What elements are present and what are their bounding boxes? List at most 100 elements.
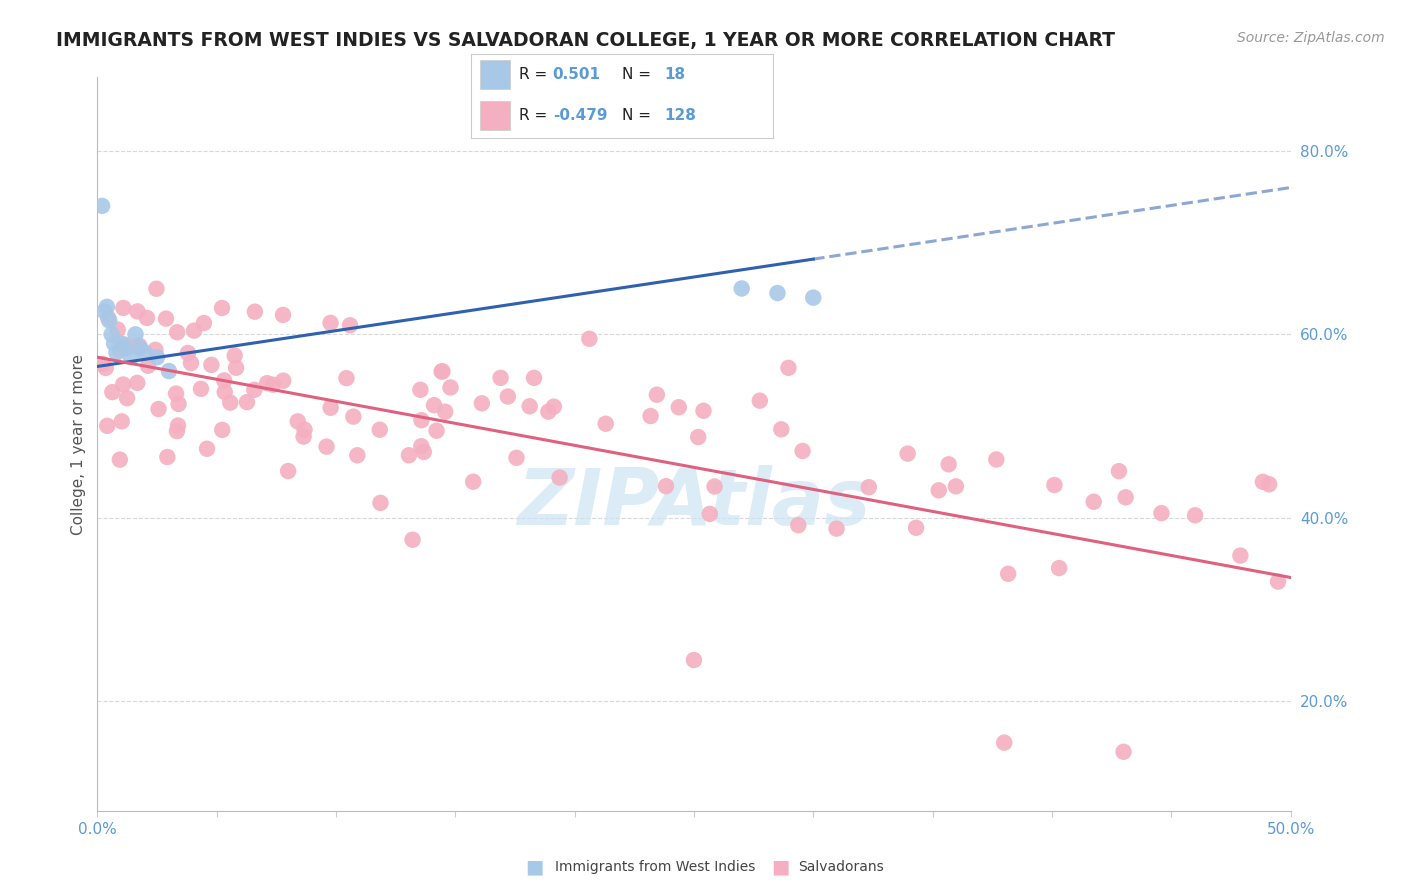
Point [439, 380, 461, 394]
Point [145, 343, 167, 357]
Point [108, 343, 131, 358]
Point [136, 359, 159, 373]
Point [136, 310, 159, 325]
Point [262, 377, 284, 392]
Text: Salvadorans: Salvadorans [799, 860, 884, 874]
Point [294, 423, 316, 437]
Point [225, 360, 247, 375]
Point [463, 475, 485, 489]
Point [156, 450, 179, 464]
Text: R =: R = [519, 108, 553, 123]
Text: N =: N = [623, 108, 657, 123]
Point [100, 327, 122, 342]
Point [519, 399, 541, 413]
Text: 0.501: 0.501 [553, 67, 600, 82]
Point [655, 479, 678, 493]
Point [1150, 506, 1173, 520]
Point [825, 522, 848, 536]
Point [1184, 508, 1206, 523]
Point [243, 383, 266, 397]
Text: ■: ■ [770, 857, 790, 877]
Point [945, 479, 967, 493]
Point [96, 418, 118, 433]
Text: ZIPAtlas: ZIPAtlas [517, 465, 870, 541]
Point [496, 390, 519, 404]
Point [748, 393, 770, 408]
Point [770, 422, 793, 436]
Point [1229, 549, 1251, 563]
Point [315, 440, 337, 454]
Point [115, 341, 138, 355]
Point [128, 338, 150, 352]
Point [339, 318, 361, 333]
Point [543, 400, 565, 414]
Point [94, 360, 117, 375]
Point [412, 445, 434, 459]
Point [107, 322, 129, 336]
Point [595, 417, 617, 431]
Point [858, 480, 880, 494]
Bar [479, 101, 510, 130]
Point [157, 364, 180, 378]
Point [523, 371, 546, 385]
Point [792, 444, 814, 458]
Point [787, 518, 810, 533]
Point [271, 308, 294, 322]
Point [1083, 495, 1105, 509]
Point [120, 351, 142, 365]
Point [1115, 491, 1137, 505]
Point [897, 447, 920, 461]
Point [112, 377, 135, 392]
Point [1047, 561, 1070, 575]
Point [683, 653, 706, 667]
Point [938, 458, 960, 472]
Point [432, 364, 454, 378]
Point [411, 439, 433, 453]
Text: 18: 18 [665, 67, 686, 82]
Point [766, 286, 789, 301]
Point [778, 360, 800, 375]
Point [401, 533, 423, 547]
Point [128, 339, 150, 353]
Point [212, 373, 235, 387]
Point [193, 316, 215, 330]
Point [127, 304, 149, 318]
Point [195, 442, 218, 456]
Point [165, 386, 187, 401]
Text: Immigrants from West Indies: Immigrants from West Indies [555, 860, 756, 874]
Point [548, 470, 571, 484]
Point [993, 736, 1015, 750]
Point [271, 374, 294, 388]
Point [368, 423, 391, 437]
Point [537, 404, 560, 418]
Point [409, 383, 432, 397]
Point [103, 336, 125, 351]
Bar [479, 61, 510, 89]
Point [93, 304, 115, 318]
Point [219, 395, 242, 409]
Point [1258, 477, 1281, 491]
Point [110, 336, 132, 351]
Point [319, 401, 342, 415]
Point [688, 430, 710, 444]
Point [434, 405, 457, 419]
Point [155, 311, 177, 326]
Point [335, 371, 357, 385]
Point [1251, 475, 1274, 489]
Point [287, 414, 309, 428]
Point [731, 281, 754, 295]
Point [200, 358, 222, 372]
Text: -0.479: -0.479 [553, 108, 607, 123]
Point [180, 356, 202, 370]
Point [997, 566, 1019, 581]
Point [1112, 745, 1135, 759]
Point [319, 316, 342, 330]
Text: N =: N = [623, 67, 657, 82]
Point [91, 199, 114, 213]
Point [699, 507, 721, 521]
Point [346, 448, 368, 462]
Point [489, 371, 512, 385]
Point [398, 448, 420, 462]
Point [256, 376, 278, 391]
Point [986, 452, 1008, 467]
